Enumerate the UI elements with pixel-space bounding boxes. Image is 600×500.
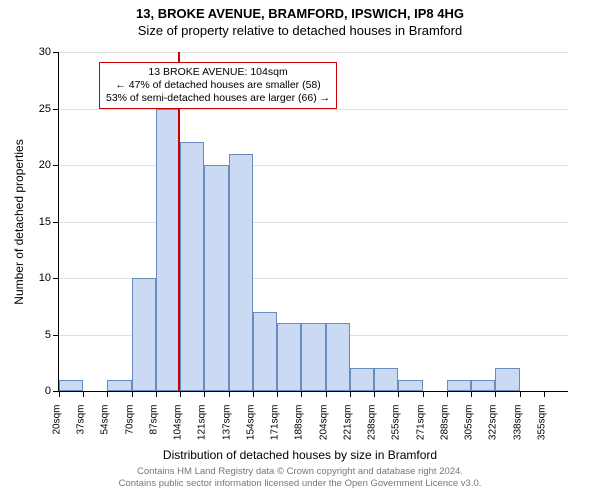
histogram-bar: [229, 154, 253, 391]
chart-subtitle: Size of property relative to detached ho…: [0, 22, 600, 38]
x-tick: [423, 391, 424, 397]
x-tick: [350, 391, 351, 397]
x-tick: [471, 391, 472, 397]
y-tick-label: 0: [45, 385, 51, 397]
chart-title: 13, BROKE AVENUE, BRAMFORD, IPSWICH, IP8…: [0, 0, 600, 22]
y-tick-label: 15: [39, 216, 51, 228]
footer-line-1: Contains HM Land Registry data © Crown c…: [0, 466, 600, 478]
y-tick-label: 25: [39, 103, 51, 115]
x-tick: [156, 391, 157, 397]
annotation-line: 53% of semi-detached houses are larger (…: [106, 92, 330, 105]
y-axis-title: Number of detached properties: [12, 139, 26, 304]
y-tick-label: 20: [39, 159, 51, 171]
y-tick-label: 10: [39, 272, 51, 284]
histogram-bar: [204, 165, 228, 391]
x-tick-label: 322sqm: [488, 405, 499, 441]
x-tick: [301, 391, 302, 397]
histogram-bar: [301, 323, 325, 391]
x-tick-label: 104sqm: [173, 405, 184, 441]
x-tick-label: 37sqm: [76, 405, 87, 435]
histogram-bar: [398, 380, 422, 391]
histogram-bar: [180, 142, 204, 391]
x-tick: [326, 391, 327, 397]
x-tick: [447, 391, 448, 397]
grid-line: [59, 52, 568, 53]
histogram-bar: [471, 380, 495, 391]
chart-container: { "title": "13, BROKE AVENUE, BRAMFORD, …: [0, 0, 600, 500]
x-tick-label: 54sqm: [100, 405, 111, 435]
x-tick: [229, 391, 230, 397]
x-tick: [204, 391, 205, 397]
x-tick-label: 154sqm: [245, 405, 256, 441]
x-tick-label: 338sqm: [512, 405, 523, 441]
x-tick-label: 20sqm: [52, 405, 63, 435]
histogram-bar: [107, 380, 131, 391]
x-tick-label: 204sqm: [318, 405, 329, 441]
histogram-bar: [447, 380, 471, 391]
histogram-bar: [132, 278, 156, 391]
histogram-bar: [326, 323, 350, 391]
y-tick-label: 5: [45, 329, 51, 341]
histogram-bar: [495, 368, 519, 391]
x-tick: [374, 391, 375, 397]
grid-line: [59, 165, 568, 166]
x-tick-label: 238sqm: [367, 405, 378, 441]
x-tick: [83, 391, 84, 397]
x-tick: [253, 391, 254, 397]
x-axis-title: Distribution of detached houses by size …: [0, 448, 600, 462]
x-tick-label: 288sqm: [439, 405, 450, 441]
y-tick: [53, 335, 59, 336]
y-tick: [53, 165, 59, 166]
x-tick: [544, 391, 545, 397]
x-tick: [520, 391, 521, 397]
x-tick-label: 87sqm: [148, 405, 159, 435]
y-tick: [53, 278, 59, 279]
x-tick-label: 305sqm: [464, 405, 475, 441]
histogram-bar: [350, 368, 374, 391]
annotation-box: 13 BROKE AVENUE: 104sqm← 47% of detached…: [99, 62, 337, 109]
x-tick: [107, 391, 108, 397]
x-tick: [59, 391, 60, 397]
grid-line: [59, 222, 568, 223]
x-tick-label: 255sqm: [391, 405, 402, 441]
x-tick: [398, 391, 399, 397]
x-tick: [277, 391, 278, 397]
annotation-line: ← 47% of detached houses are smaller (58…: [106, 79, 330, 92]
histogram-bar: [156, 109, 180, 392]
chart-plot-area: 05101520253020sqm37sqm54sqm70sqm87sqm104…: [58, 52, 568, 392]
x-tick-label: 137sqm: [221, 405, 232, 441]
histogram-bar: [253, 312, 277, 391]
annotation-line: 13 BROKE AVENUE: 104sqm: [106, 66, 330, 79]
x-tick: [495, 391, 496, 397]
histogram-bar: [277, 323, 301, 391]
chart-footer: Contains HM Land Registry data © Crown c…: [0, 466, 600, 490]
x-tick-label: 221sqm: [342, 405, 353, 441]
x-tick: [132, 391, 133, 397]
x-tick-label: 188sqm: [294, 405, 305, 441]
histogram-bar: [59, 380, 83, 391]
x-tick-label: 271sqm: [415, 405, 426, 441]
x-tick-label: 171sqm: [270, 405, 281, 441]
footer-line-2: Contains public sector information licen…: [0, 478, 600, 490]
x-tick-label: 121sqm: [197, 405, 208, 441]
x-tick: [180, 391, 181, 397]
y-tick: [53, 222, 59, 223]
y-tick: [53, 52, 59, 53]
x-tick-label: 70sqm: [124, 405, 135, 435]
y-tick: [53, 109, 59, 110]
y-tick-label: 30: [39, 46, 51, 58]
x-tick-label: 355sqm: [536, 405, 547, 441]
histogram-bar: [374, 368, 398, 391]
